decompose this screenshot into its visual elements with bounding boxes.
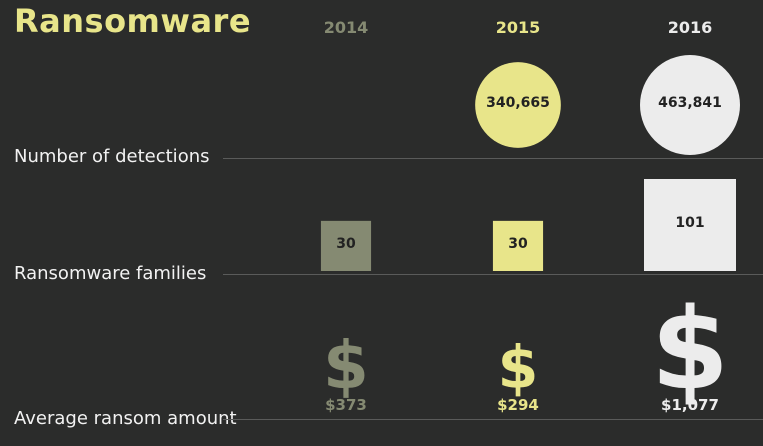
year-label-2014: 2014 [323,18,369,37]
row-label-families: Ransomware families [14,263,207,284]
families-label-2014: 30 [336,235,356,252]
page-title: Ransomware [14,2,252,40]
families-square-2016 [644,179,736,271]
families-square-2015 [492,220,544,271]
divider-detections [223,158,763,159]
dollar-icon: $ [651,285,729,415]
detections-circle-2016 [640,55,740,155]
divider-ransom [223,419,763,420]
year-label-2015: 2015 [495,18,541,37]
year-label-2016: 2016 [667,18,713,37]
ransom-amount-2016: $1,077 [661,396,719,414]
families-label-2016: 101 [675,215,705,231]
row-label-detections: Number of detections [14,146,210,167]
detections-circle-2015 [475,62,561,148]
ransom-amount-2014: $373 [325,396,367,414]
detections-label-2016: 463,841 [658,95,722,111]
families-label-2015: 30 [508,235,528,252]
dollar-icon: $ [323,327,369,404]
divider-families [223,274,763,275]
ransom-amount-2015: $294 [497,396,539,414]
row-label-ransom: Average ransom amount [14,408,237,429]
families-square-2014 [320,220,372,271]
detections-label-2015: 340,665 [486,95,550,111]
dollar-icon: $ [498,334,539,402]
